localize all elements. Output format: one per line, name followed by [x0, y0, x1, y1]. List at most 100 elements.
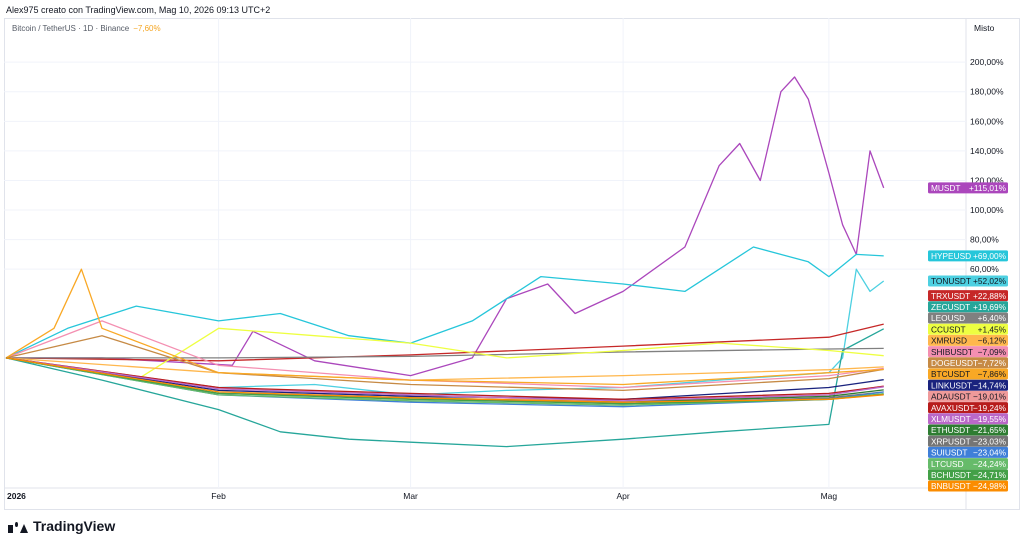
scale-mode-label[interactable]: Misto — [974, 23, 995, 33]
series-label-value: −19,55% — [973, 414, 1007, 424]
series-label-linkusdt: LINKUSDT −14,74% — [928, 379, 1008, 391]
series-line-btcusdt — [5, 268, 884, 386]
series-label-ccusdt: CCUSDT +1,45% — [928, 323, 1008, 335]
series-line-xmrusd — [5, 357, 884, 381]
series-line-xlmusdt — [5, 357, 884, 402]
series-label-ethusdt: ETHUSDT −21,65% — [928, 424, 1008, 436]
series-labels: MUSDT +115,01% HYPEUSD +69,00% TONUSDT +52,02… — [928, 182, 1008, 492]
series-label-box — [928, 368, 1008, 380]
tradingview-logo-icon — [8, 520, 28, 533]
series-label-name: XRPUSDT — [931, 436, 971, 446]
series-label-name: SUIUSDT — [931, 448, 967, 458]
x-axis: 2026 Feb Mar Apr Mag — [7, 491, 837, 501]
series-label-name: CCUSDT — [931, 324, 966, 334]
series-label-zecusdt: ZECUSDT +19,69% — [928, 301, 1008, 313]
series-label-name: SHIBUSDT — [931, 347, 973, 357]
chart-frame — [4, 18, 1020, 510]
series-label-box — [928, 480, 1008, 492]
series-label-name: LTCUSD — [931, 459, 964, 469]
series-label-trxusdt: TRXUSDT +22,88% — [928, 290, 1008, 302]
series-label-name: BNBUSDT — [931, 481, 971, 491]
y-tick-label: 160,00% — [970, 116, 1004, 126]
series-label-value: −19,24% — [973, 403, 1007, 413]
series-label-box — [928, 290, 1008, 302]
series-label-box — [928, 458, 1008, 470]
chart-header: Alex975 creato con TradingView.com, Mag … — [6, 5, 271, 15]
series-label-name: BTCUSDT — [931, 369, 970, 379]
series-label-musdt: MUSDT +115,01% — [928, 182, 1008, 194]
series-label-dogeusdt: DOGEUSDT −7,72% — [928, 357, 1008, 369]
series-label-value: −7,09% — [978, 347, 1007, 357]
x-tick-label: Feb — [211, 491, 226, 501]
series-label-name: AVAXUSDT — [931, 403, 975, 413]
series-label-value: −23,03% — [973, 436, 1007, 446]
series-label-bchusdt: BCHUSDT −24,71% — [928, 469, 1008, 481]
series-line-leousd — [6, 347, 884, 359]
series-label-box — [928, 334, 1008, 346]
series-label-xrpusdt: XRPUSDT −23,03% — [928, 435, 1008, 447]
series-label-box — [928, 379, 1008, 391]
series-label-tonusdt: TONUSDT +52,02% — [928, 275, 1008, 287]
series-line-bnbusdt — [5, 357, 884, 403]
series-label-box — [928, 390, 1008, 402]
series-label-name: LEOUSD — [931, 313, 965, 323]
series-label-value: +19,69% — [973, 302, 1007, 312]
series-label-name: DOGEUSDT — [931, 358, 978, 368]
series-label-box — [928, 469, 1008, 481]
x-tick-label: Mar — [403, 491, 418, 501]
series-line-dogeusdt — [5, 335, 884, 392]
series-label-box — [928, 301, 1008, 313]
x-tick-label: Apr — [617, 491, 630, 501]
series-label-box — [928, 182, 1008, 194]
series-label-box — [928, 424, 1008, 436]
series-label-value: −23,04% — [973, 448, 1007, 458]
series-label-box — [928, 446, 1008, 458]
series-label-value: +115,01% — [969, 183, 1007, 193]
series-label-name: MUSDT — [931, 183, 961, 193]
series-line-avaxusdt — [5, 357, 884, 400]
series-label-suiusdt: SUIUSDT −23,04% — [928, 446, 1008, 458]
series-label-box — [928, 413, 1008, 425]
main-symbol-legend[interactable]: Bitcoin / TetherUS · 1D · Binance −7,60% — [12, 24, 161, 33]
series-label-shibusdt: SHIBUSDT −7,09% — [928, 346, 1008, 358]
series-label-box — [928, 346, 1008, 358]
y-tick-label: 180,00% — [970, 87, 1004, 97]
series-label-box — [928, 250, 1008, 262]
y-tick-label: 100,00% — [970, 205, 1004, 215]
series-label-name: ETHUSDT — [931, 425, 970, 435]
series-label-value: +6,40% — [978, 313, 1007, 323]
y-tick-label: 200,00% — [970, 57, 1004, 67]
series-line-musdt — [6, 76, 885, 377]
series-label-name: ZECUSDT — [931, 302, 970, 312]
series-label-hypeusd: HYPEUSD +69,00% — [928, 250, 1008, 262]
series-label-value: +22,88% — [973, 291, 1007, 301]
series-label-xmrusd: XMRUSD −6,12% — [928, 334, 1008, 346]
symbol-name: Bitcoin / TetherUS · 1D · Binance — [12, 24, 130, 33]
series-label-name: LINKUSDT — [931, 380, 972, 390]
series-label-value: −19,01% — [973, 392, 1007, 402]
series-label-name: TONUSDT — [931, 276, 971, 286]
series-label-bnbusdt: BNBUSDT −24,98% — [928, 480, 1008, 492]
series-label-box — [928, 275, 1008, 287]
brand-name: TradingView — [33, 518, 116, 534]
series-lines — [5, 76, 885, 448]
series-label-value: −24,71% — [973, 470, 1007, 480]
series-label-adausdt: ADAUSDT −19,01% — [928, 390, 1008, 402]
x-tick-label: 2026 — [7, 491, 26, 501]
series-line-hypeusd — [5, 246, 884, 359]
x-tick-label: Mag — [821, 491, 838, 501]
y-axis: 200,00% 180,00% 160,00% 140,00% 120,00% 100,0… — [970, 57, 1004, 274]
series-label-xlmusdt: XLMUSDT −19,55% — [928, 413, 1008, 425]
y-tick-label: 140,00% — [970, 146, 1004, 156]
series-label-box — [928, 357, 1008, 369]
tradingview-brand[interactable]: TradingView — [8, 518, 115, 534]
series-label-name: BCHUSDT — [931, 470, 971, 480]
series-label-name: TRXUSDT — [931, 291, 970, 301]
y-tick-label: 80,00% — [970, 235, 999, 245]
series-label-value: −21,65% — [973, 425, 1007, 435]
y-tick-label: 120,00% — [970, 175, 1004, 185]
series-label-value: +69,00% — [973, 251, 1007, 261]
series-label-value: −14,74% — [973, 380, 1007, 390]
series-label-box — [928, 435, 1008, 447]
